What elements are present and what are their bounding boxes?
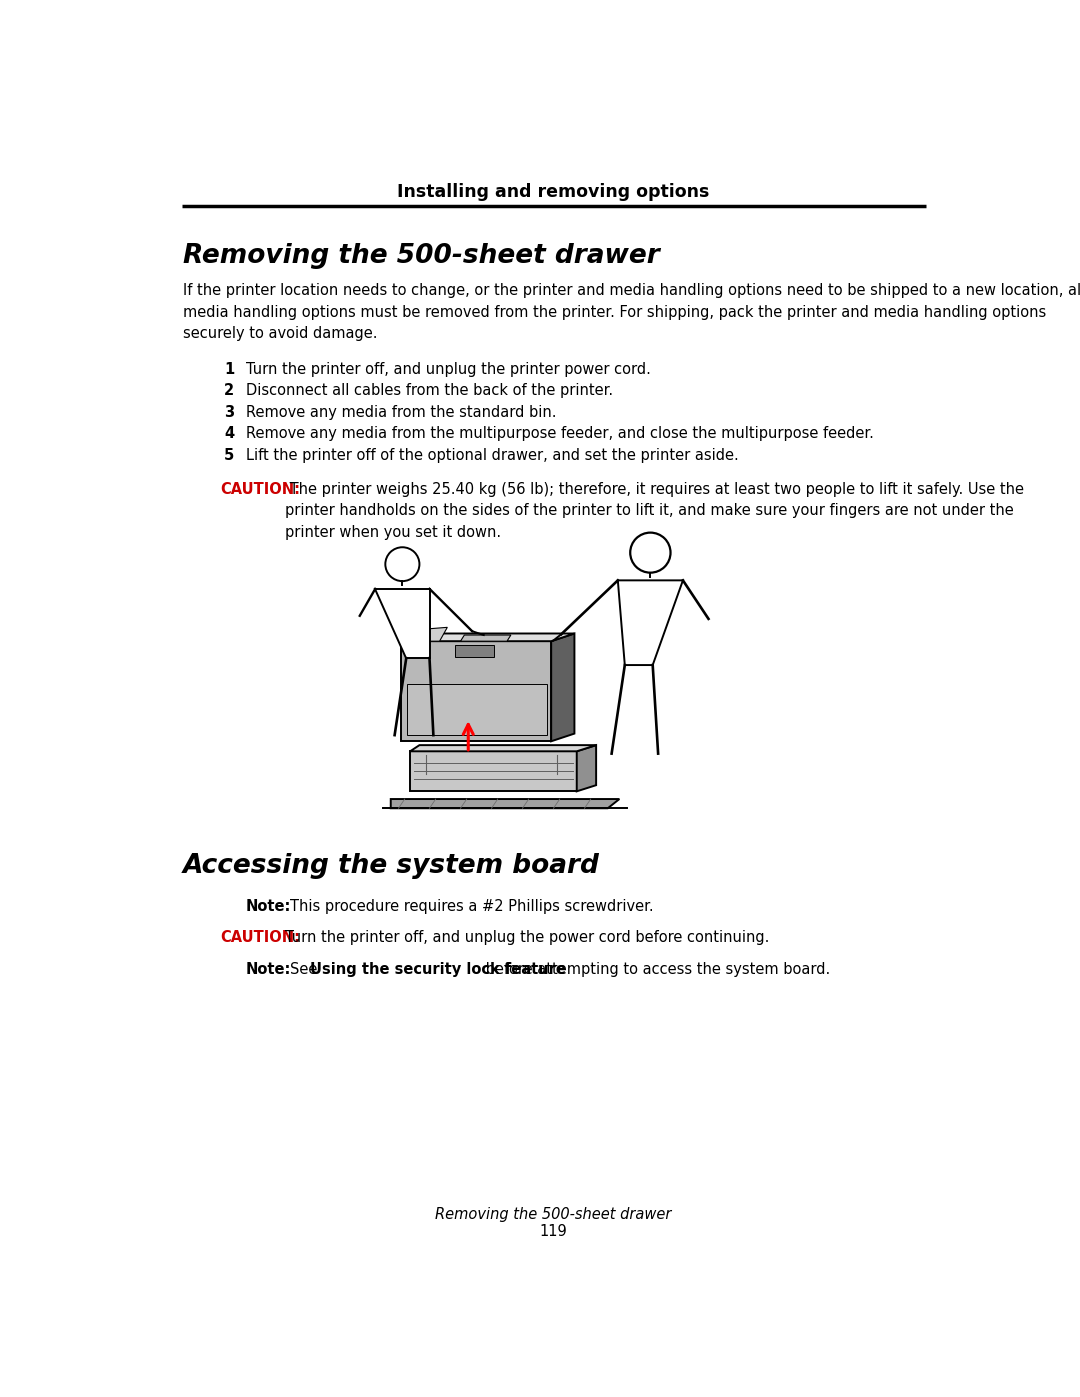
Polygon shape [577, 745, 596, 791]
Text: The printer weighs 25.40 kg (56 lb); therefore, it requires at least two people : The printer weighs 25.40 kg (56 lb); the… [284, 482, 1024, 541]
Text: Removing the 500-sheet drawer: Removing the 500-sheet drawer [435, 1207, 672, 1222]
Text: Disconnect all cables from the back of the printer.: Disconnect all cables from the back of t… [246, 383, 613, 398]
Text: 3: 3 [225, 405, 234, 420]
Text: 2: 2 [225, 383, 234, 398]
Text: CAUTION:: CAUTION: [220, 482, 300, 497]
Text: Turn the printer off, and unplug the power cord before continuing.: Turn the printer off, and unplug the pow… [284, 930, 769, 944]
Text: If the printer location needs to change, or the printer and media handling optio: If the printer location needs to change,… [183, 284, 1080, 341]
Text: Turn the printer off, and unplug the printer power cord.: Turn the printer off, and unplug the pri… [246, 362, 650, 377]
Text: See: See [291, 963, 322, 978]
Text: Note:: Note: [246, 963, 292, 978]
Text: Installing and removing options: Installing and removing options [397, 183, 710, 201]
Polygon shape [551, 633, 575, 742]
Polygon shape [391, 799, 619, 809]
Polygon shape [375, 588, 430, 658]
Polygon shape [405, 627, 447, 641]
Text: Removing the 500-sheet drawer: Removing the 500-sheet drawer [183, 243, 660, 270]
Polygon shape [401, 641, 551, 742]
Polygon shape [618, 580, 683, 665]
Text: This procedure requires a #2 Phillips screwdriver.: This procedure requires a #2 Phillips sc… [291, 900, 653, 914]
Text: Note:: Note: [246, 900, 292, 914]
Text: Accessing the system board: Accessing the system board [183, 854, 599, 879]
Text: Using the security lock feature: Using the security lock feature [310, 963, 566, 978]
Text: 1: 1 [225, 362, 234, 377]
Text: CAUTION:: CAUTION: [220, 930, 300, 944]
Text: Lift the printer off of the optional drawer, and set the printer aside.: Lift the printer off of the optional dra… [246, 448, 739, 462]
Text: Remove any media from the multipurpose feeder, and close the multipurpose feeder: Remove any media from the multipurpose f… [246, 426, 874, 441]
Text: 4: 4 [225, 426, 234, 441]
Text: before attempting to access the system board.: before attempting to access the system b… [481, 963, 829, 978]
Text: 119: 119 [540, 1224, 567, 1239]
Polygon shape [407, 683, 548, 735]
Text: Remove any media from the standard bin.: Remove any media from the standard bin. [246, 405, 556, 420]
Polygon shape [455, 645, 494, 657]
Polygon shape [401, 633, 575, 641]
Polygon shape [410, 752, 577, 791]
Text: 5: 5 [225, 448, 234, 462]
Polygon shape [410, 745, 596, 752]
Polygon shape [460, 636, 511, 641]
